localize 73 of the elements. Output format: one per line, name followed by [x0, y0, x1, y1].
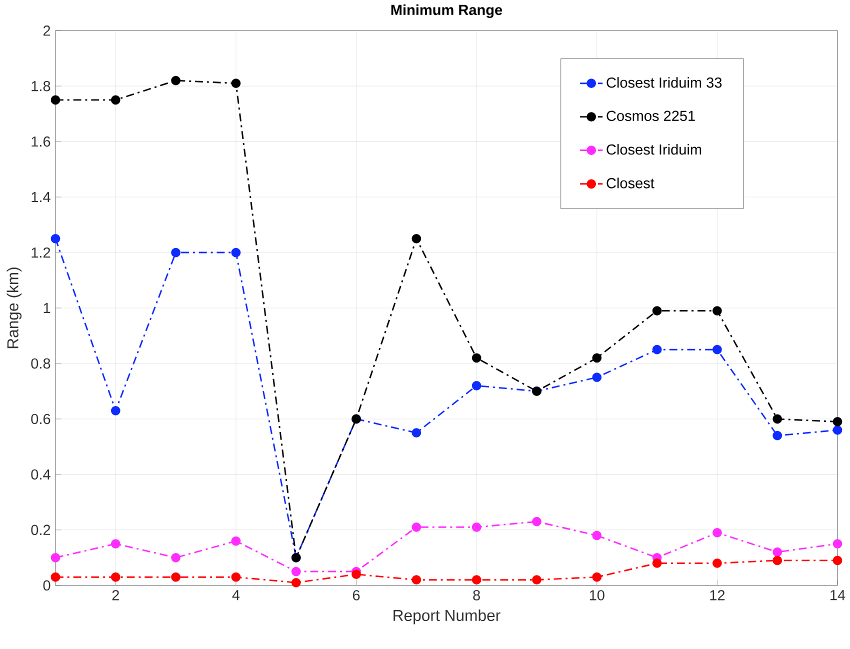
- point: [171, 572, 180, 582]
- point: [472, 353, 482, 363]
- point: [652, 558, 662, 568]
- point: [472, 381, 482, 390]
- x-tick-label: 10: [590, 590, 604, 600]
- point: [171, 76, 180, 86]
- point: [592, 572, 602, 582]
- point: [171, 553, 180, 562]
- x-tick-label: 4: [232, 590, 240, 600]
- x-tick-label: 8: [473, 590, 480, 600]
- point: [832, 539, 842, 549]
- point: [832, 417, 842, 427]
- point: [472, 522, 482, 532]
- point: [231, 248, 241, 258]
- point: [772, 431, 782, 440]
- point: [110, 95, 120, 105]
- x-axis-title: Report Number: [394, 610, 500, 624]
- point: [231, 536, 241, 546]
- point: [110, 572, 120, 582]
- point: [592, 530, 602, 540]
- point: [291, 566, 301, 576]
- y-tick-label: 1: [44, 303, 50, 314]
- point: [110, 539, 120, 549]
- y-tick-label: 1.2: [32, 248, 50, 258]
- y-tick-label: 0.6: [31, 414, 50, 424]
- point: [772, 414, 782, 424]
- chart-title: Minimum Range: [391, 4, 502, 18]
- point: [412, 522, 422, 532]
- legend-label: Cosmos 2251: [606, 110, 695, 122]
- point: [712, 558, 722, 568]
- point: [652, 306, 662, 316]
- point: [772, 556, 782, 566]
- y-tick-label: 0.8: [31, 358, 50, 369]
- y-tick-label: 1.8: [32, 81, 50, 92]
- point: [652, 345, 662, 354]
- y-tick-label: 1.6: [32, 136, 50, 147]
- point: [832, 556, 842, 566]
- point: [832, 425, 842, 435]
- x-tick-label: 2: [112, 590, 119, 600]
- point: [412, 575, 422, 585]
- x-tick-label: 14: [830, 590, 846, 600]
- y-tick-label: 2: [43, 26, 50, 36]
- y-tick-label: 0.4: [31, 469, 50, 480]
- point: [171, 248, 180, 258]
- point: [50, 553, 60, 562]
- point: [50, 572, 60, 582]
- y-tick-label: 0: [43, 580, 50, 591]
- point: [772, 548, 782, 557]
- point: [412, 234, 422, 244]
- point: [712, 345, 722, 354]
- legend-label: Closest Iriduim: [606, 144, 702, 155]
- point: [532, 517, 542, 526]
- point: [352, 570, 361, 580]
- x-tick-label: 12: [710, 590, 725, 600]
- point: [712, 528, 722, 538]
- point: [592, 372, 602, 382]
- y-axis-title: Range (km): [6, 268, 22, 348]
- point: [231, 572, 241, 582]
- point: [50, 234, 60, 244]
- point: [412, 428, 422, 438]
- x-tick-label: 6: [352, 590, 360, 600]
- point: [712, 306, 722, 316]
- point: [472, 575, 482, 585]
- point: [532, 575, 542, 585]
- point: [592, 353, 602, 363]
- legend-label: Closest: [606, 178, 654, 188]
- y-tick-label: 1.4: [32, 192, 50, 202]
- y-tick-label: 0.2: [31, 524, 50, 536]
- point: [231, 78, 241, 88]
- point: [291, 578, 301, 588]
- legend-label: Closest Iriduim 33: [606, 77, 722, 88]
- point: [110, 406, 120, 416]
- point: [50, 95, 60, 105]
